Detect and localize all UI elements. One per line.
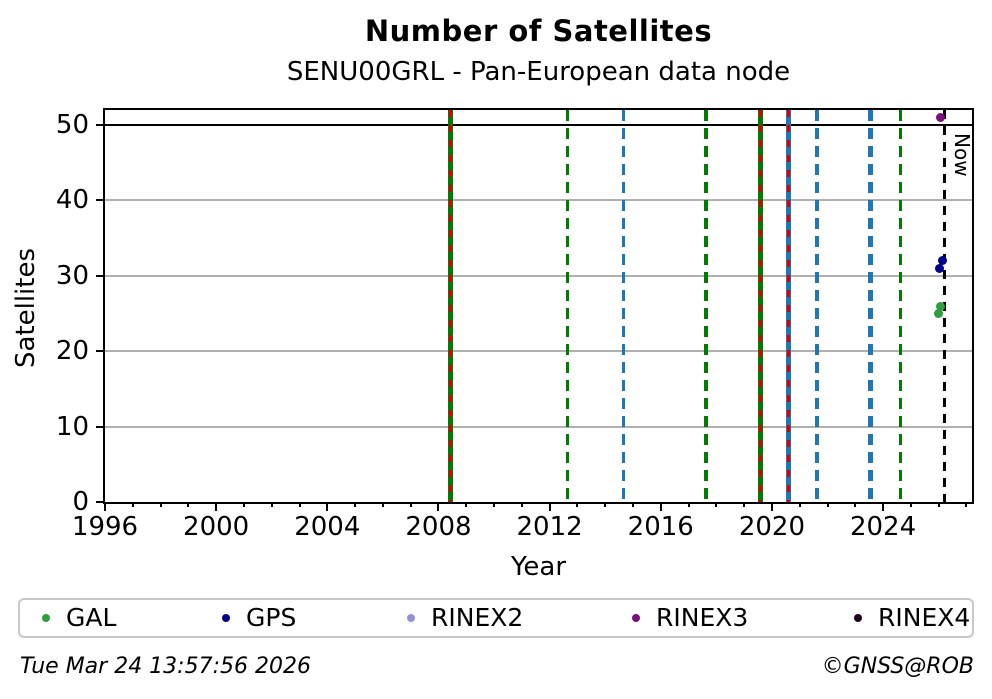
y-tick-label: 0	[72, 487, 89, 517]
x-minor-tick	[520, 502, 523, 507]
y-tick-label: 50	[55, 110, 89, 141]
x-minor-tick	[937, 502, 940, 507]
legend-marker-icon	[407, 614, 415, 622]
legend-label: GPS	[246, 603, 297, 632]
max-satellites-line	[105, 124, 972, 127]
legend-item-gps: GPS	[222, 600, 296, 636]
scatter-point-gal	[936, 301, 946, 311]
x-minor-tick	[854, 502, 857, 507]
x-tick-label: 2004	[294, 512, 361, 542]
event-line-overlay	[449, 110, 453, 502]
x-tick-label: 2012	[516, 512, 583, 542]
chart-title: Number of Satellites	[364, 14, 713, 48]
legend-marker-icon	[632, 614, 640, 622]
legend-item-rinex2: RINEX2	[407, 600, 523, 636]
x-tick-label: 2020	[738, 512, 805, 542]
x-minor-tick	[604, 502, 607, 507]
x-tick-label: 2000	[183, 512, 250, 542]
x-minor-tick	[798, 502, 801, 507]
x-minor-tick	[631, 502, 634, 507]
legend-label: GAL	[66, 603, 117, 632]
legend-item-rinex3: RINEX3	[632, 600, 748, 636]
legend-label: RINEX2	[431, 603, 524, 632]
y-tick-label: 40	[55, 185, 89, 216]
gridline	[105, 350, 972, 353]
x-minor-tick	[826, 502, 829, 507]
x-minor-tick	[409, 502, 412, 507]
legend-label: RINEX4	[878, 603, 971, 632]
legend-marker-icon	[854, 614, 862, 622]
y-tick	[96, 425, 105, 428]
x-minor-tick	[909, 502, 912, 507]
legend-label: RINEX3	[656, 603, 749, 632]
x-major-tick	[326, 502, 329, 511]
y-tick	[96, 501, 105, 503]
event-line-overlay	[759, 110, 763, 502]
x-minor-tick	[687, 502, 690, 507]
x-major-tick	[659, 502, 662, 511]
plot-area: Now 1996 2000 2004 2008 2012 2016 2020 2024 0 10 20…	[56, 108, 975, 542]
event-line	[815, 110, 819, 502]
x-minor-tick	[187, 502, 190, 507]
x-minor-tick	[270, 502, 273, 507]
x-minor-tick	[965, 502, 968, 507]
x-minor-tick	[354, 502, 357, 507]
gridline	[105, 199, 972, 202]
y-tick	[96, 274, 105, 277]
y-tick	[96, 124, 105, 127]
x-tick-label: 1996	[71, 512, 139, 542]
scatter-point-gps	[937, 256, 947, 266]
timestamp: Tue Mar 24 13:57:56 2026	[20, 654, 311, 679]
y-tick-label: 30	[55, 260, 89, 291]
scatter-point-gal	[933, 309, 943, 319]
plot-frame	[103, 108, 974, 504]
chart-subtitle: SENU00GRL - Pan-European data node	[286, 57, 791, 87]
x-minor-tick	[715, 502, 718, 507]
x-minor-tick	[131, 502, 134, 507]
y-tick-label: 10	[55, 411, 89, 442]
gridline	[105, 425, 972, 428]
x-axis-label: Year	[510, 552, 567, 582]
x-major-tick	[215, 502, 218, 511]
event-line	[867, 110, 874, 502]
event-line	[704, 110, 708, 502]
legend-marker-icon	[222, 614, 230, 622]
y-tick	[96, 199, 105, 202]
x-minor-tick	[381, 502, 384, 507]
x-minor-tick	[298, 502, 301, 507]
x-tick-label: 2008	[405, 512, 472, 542]
event-line-overlay	[787, 110, 791, 502]
legend-item-rinex4: RINEX4	[854, 600, 970, 636]
gridline	[105, 274, 972, 277]
scatter-point-rinex3	[936, 113, 946, 123]
x-major-tick	[882, 502, 885, 511]
x-tick-label: 2016	[627, 512, 694, 542]
x-minor-tick	[465, 502, 468, 507]
x-major-tick	[104, 502, 106, 511]
y-tick	[96, 350, 105, 353]
y-tick-label: 20	[55, 336, 89, 367]
event-line	[565, 110, 570, 502]
credit: ©GNSS@ROB	[821, 654, 974, 679]
now-line-label: Now	[950, 133, 975, 177]
event-line	[621, 110, 625, 502]
x-minor-tick	[159, 502, 162, 507]
legend: GAL GPS RINEX2 RINEX3 RINEX4	[18, 598, 974, 638]
x-minor-tick	[493, 502, 496, 507]
x-major-tick	[437, 502, 440, 511]
x-major-tick	[770, 502, 773, 511]
legend-item-gal: GAL	[42, 600, 116, 636]
x-major-tick	[548, 502, 551, 511]
x-minor-tick	[242, 502, 245, 507]
scatter-point-gps	[935, 263, 945, 273]
x-minor-tick	[576, 502, 579, 507]
x-tick-label: 2024	[849, 512, 917, 542]
legend-marker-icon	[42, 614, 50, 622]
x-minor-tick	[743, 502, 746, 507]
event-line	[898, 110, 903, 502]
